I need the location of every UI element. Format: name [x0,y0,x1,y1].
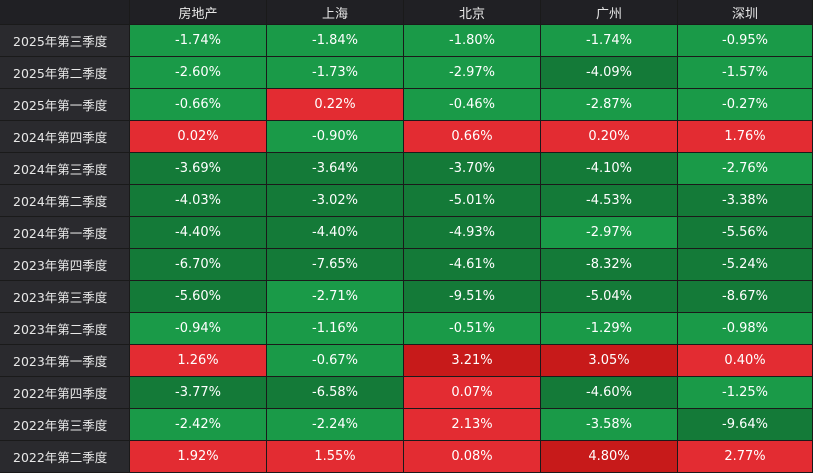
row-label: 2023年第三季度 [0,281,130,313]
table-cell-guangzhou: 0.20% [541,121,678,153]
row-label: 2022年第二季度 [0,441,130,473]
table-cell-guangzhou: -2.87% [541,89,678,121]
table-cell-shanghai: -3.64% [267,153,404,185]
table-cell-beijing: -2.97% [404,57,541,89]
row-label: 2023年第一季度 [0,345,130,377]
table-cell-realestate: 1.26% [130,345,267,377]
table-cell-realestate: -4.40% [130,217,267,249]
table-cell-realestate: -0.94% [130,313,267,345]
table-cell-guangzhou: -4.10% [541,153,678,185]
table-cell-shanghai: -1.84% [267,25,404,57]
table-cell-realestate: 1.92% [130,441,267,473]
table-cell-realestate: -6.70% [130,249,267,281]
table-cell-guangzhou: -4.60% [541,377,678,409]
column-header-shenzhen[interactable]: 深圳 [678,0,813,25]
row-label: 2023年第二季度 [0,313,130,345]
column-header-guangzhou[interactable]: 广州 [541,0,678,25]
table-cell-realestate: -3.69% [130,153,267,185]
table-cell-guangzhou: 3.05% [541,345,678,377]
table-cell-shenzhen: -0.98% [678,313,813,345]
table-cell-realestate: -2.60% [130,57,267,89]
table-cell-beijing: -9.51% [404,281,541,313]
table-cell-shenzhen: 1.76% [678,121,813,153]
table-cell-shenzhen: -0.95% [678,25,813,57]
table-cell-realestate: -2.42% [130,409,267,441]
row-label: 2024年第三季度 [0,153,130,185]
row-label: 2022年第三季度 [0,409,130,441]
table-cell-shenzhen: -3.38% [678,185,813,217]
table-cell-guangzhou: -8.32% [541,249,678,281]
table-cell-beijing: -4.61% [404,249,541,281]
table-cell-beijing: -5.01% [404,185,541,217]
table-cell-shanghai: -2.24% [267,409,404,441]
table-cell-guangzhou: -5.04% [541,281,678,313]
table-cell-guangzhou: -1.74% [541,25,678,57]
table-cell-shenzhen: 2.77% [678,441,813,473]
row-label: 2024年第四季度 [0,121,130,153]
table-cell-shanghai: -0.67% [267,345,404,377]
row-label: 2024年第二季度 [0,185,130,217]
table-cell-realestate: -4.03% [130,185,267,217]
table-cell-shanghai: -4.40% [267,217,404,249]
table-cell-shenzhen: -8.67% [678,281,813,313]
row-label: 2025年第二季度 [0,57,130,89]
column-header-realestate[interactable]: 房地产 [130,0,267,25]
row-label: 2025年第三季度 [0,25,130,57]
table-cell-shanghai: -6.58% [267,377,404,409]
table-cell-beijing: -1.80% [404,25,541,57]
table-cell-guangzhou: -2.97% [541,217,678,249]
table-cell-shanghai: -1.73% [267,57,404,89]
table-cell-shenzhen: -5.56% [678,217,813,249]
table-cell-shanghai: -7.65% [267,249,404,281]
row-label: 2025年第一季度 [0,89,130,121]
table-cell-beijing: 3.21% [404,345,541,377]
table-cell-shenzhen: -5.24% [678,249,813,281]
table-cell-realestate: -3.77% [130,377,267,409]
table-cell-shenzhen: -0.27% [678,89,813,121]
table-cell-beijing: 0.07% [404,377,541,409]
table-cell-beijing: -0.46% [404,89,541,121]
table-cell-shanghai: -2.71% [267,281,404,313]
table-cell-guangzhou: -1.29% [541,313,678,345]
table-cell-shenzhen: -9.64% [678,409,813,441]
table-cell-realestate: 0.02% [130,121,267,153]
table-cell-beijing: 0.08% [404,441,541,473]
table-cell-shenzhen: -1.57% [678,57,813,89]
table-cell-realestate: -5.60% [130,281,267,313]
table-cell-guangzhou: -4.53% [541,185,678,217]
table-cell-shenzhen: -2.76% [678,153,813,185]
table-cell-beijing: -3.70% [404,153,541,185]
table-cell-shanghai: -1.16% [267,313,404,345]
row-label: 2024年第一季度 [0,217,130,249]
column-header-shanghai[interactable]: 上海 [267,0,404,25]
table-cell-realestate: -1.74% [130,25,267,57]
row-label: 2022年第四季度 [0,377,130,409]
table-cell-shanghai: -3.02% [267,185,404,217]
table-cell-guangzhou: -4.09% [541,57,678,89]
column-header-beijing[interactable]: 北京 [404,0,541,25]
table-cell-shanghai: 1.55% [267,441,404,473]
table-cell-beijing: -4.93% [404,217,541,249]
row-label: 2023年第四季度 [0,249,130,281]
table-cell-shanghai: -0.90% [267,121,404,153]
table-cell-beijing: 2.13% [404,409,541,441]
table-cell-guangzhou: -3.58% [541,409,678,441]
table-cell-beijing: -0.51% [404,313,541,345]
table-cell-realestate: -0.66% [130,89,267,121]
table-corner [0,0,130,25]
table-cell-shenzhen: 0.40% [678,345,813,377]
table-cell-guangzhou: 4.80% [541,441,678,473]
table-cell-shanghai: 0.22% [267,89,404,121]
table-cell-beijing: 0.66% [404,121,541,153]
table-cell-shenzhen: -1.25% [678,377,813,409]
